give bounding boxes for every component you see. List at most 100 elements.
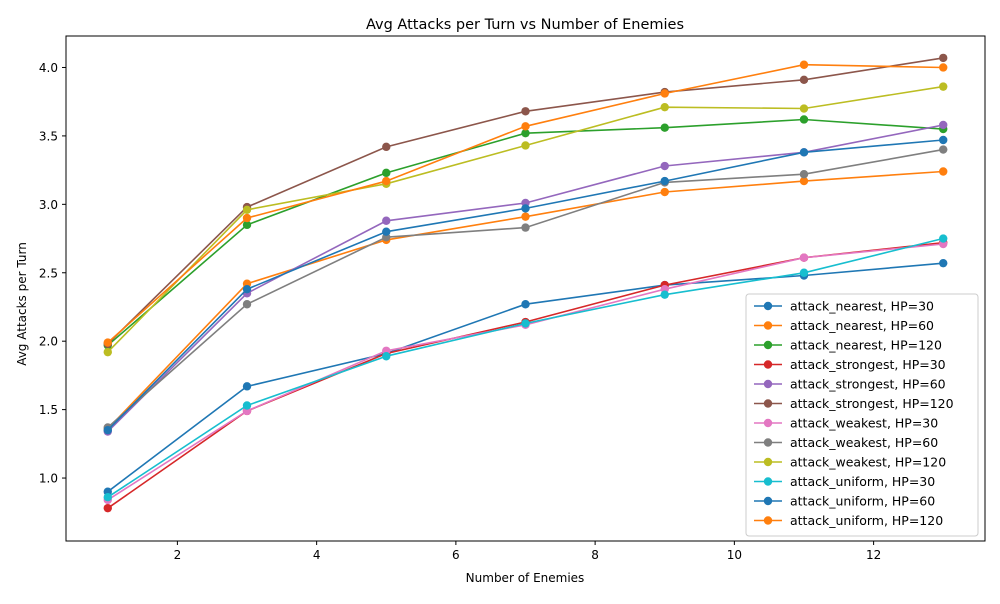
legend-box [745, 293, 979, 537]
data-point [939, 234, 948, 243]
series-11 [103, 135, 948, 435]
legend-marker [763, 340, 773, 350]
data-point [382, 216, 391, 225]
y-tick-label: 2.5 [39, 266, 58, 280]
data-point [939, 135, 948, 145]
legend-marker [763, 360, 773, 369]
data-point [799, 253, 809, 262]
data-point [521, 122, 530, 131]
data-point [660, 89, 669, 98]
x-axis: 2 4 6 8 10 12 [174, 541, 881, 562]
legend-label: attack_nearest, HP=60 [790, 318, 934, 333]
data-point [799, 115, 809, 124]
x-tick-label: 10 [727, 548, 742, 562]
data-point [382, 168, 391, 178]
legend-marker [763, 379, 773, 389]
data-point [660, 187, 669, 197]
data-point [521, 141, 530, 150]
data-point [242, 220, 252, 230]
data-point [521, 204, 530, 213]
data-point [242, 284, 252, 294]
x-tick-label: 2 [174, 548, 182, 562]
data-point [382, 176, 391, 186]
data-point [103, 338, 112, 347]
legend-marker [763, 477, 773, 486]
data-point [799, 268, 809, 277]
y-tick-label: 4.0 [39, 61, 58, 75]
data-point [242, 205, 252, 215]
x-tick-label: 6 [452, 548, 460, 562]
y-tick-label: 3.0 [39, 198, 58, 212]
legend-label: attack_strongest, HP=60 [790, 377, 946, 392]
data-point [103, 503, 112, 513]
data-point [939, 167, 948, 176]
data-point [939, 120, 948, 130]
legend-marker [763, 399, 773, 408]
legend-label: attack_uniform, HP=30 [790, 474, 935, 489]
legend-marker [763, 457, 773, 467]
data-point [382, 142, 391, 152]
legend-item: attack_nearest, HP=120 [754, 338, 942, 353]
legend-label: attack_strongest, HP=30 [790, 357, 946, 372]
legend-item: attack_nearest, HP=60 [754, 318, 934, 333]
data-point [939, 53, 948, 63]
data-point [521, 107, 530, 116]
legend: attack_nearest, HP=30 attack_nearest, HP=… [745, 293, 979, 537]
data-point [521, 128, 530, 138]
data-point [521, 319, 530, 328]
series-10 [103, 234, 948, 502]
legend-marker [763, 418, 773, 428]
legend-item: attack_uniform, HP=60 [754, 494, 935, 509]
y-axis: 1.0 1.5 2.0 2.5 3.0 3.5 4.0 [39, 61, 66, 486]
series-12 [103, 60, 948, 347]
data-point [939, 258, 948, 268]
data-point [660, 176, 669, 186]
chart-title: Avg Attacks per Turn vs Number of Enemie… [366, 17, 684, 33]
data-point [939, 145, 948, 154]
data-point [521, 223, 530, 232]
data-point [799, 104, 809, 113]
legend-item: attack_nearest, HP=30 [754, 299, 934, 314]
legend-item: attack_strongest, HP=60 [754, 377, 946, 392]
legend-marker [763, 516, 773, 525]
data-point [939, 63, 948, 72]
legend-marker [763, 496, 773, 506]
data-point [103, 347, 112, 357]
data-point [939, 82, 948, 91]
data-point [242, 382, 252, 391]
series-layer [103, 53, 948, 513]
legend-item: attack_weakest, HP=30 [754, 416, 938, 431]
y-tick-label: 3.5 [39, 129, 58, 143]
data-point [660, 102, 669, 112]
legend-item: attack_uniform, HP=120 [754, 513, 943, 528]
legend-label: attack_uniform, HP=60 [790, 494, 935, 509]
data-point [242, 213, 252, 223]
legend-item: attack_weakest, HP=60 [754, 435, 938, 450]
data-point [799, 75, 809, 84]
x-tick-label: 8 [591, 548, 599, 562]
legend-item: attack_uniform, HP=30 [754, 474, 935, 489]
legend-label: attack_nearest, HP=30 [790, 299, 934, 314]
legend-label: attack_weakest, HP=30 [790, 416, 938, 431]
y-tick-label: 1.0 [39, 472, 58, 486]
data-point [521, 300, 530, 309]
legend-label: attack_weakest, HP=120 [790, 455, 946, 470]
y-tick-label: 2.0 [39, 335, 58, 349]
data-point [660, 290, 669, 299]
legend-marker [763, 301, 773, 311]
data-point [799, 148, 809, 157]
data-point [103, 425, 112, 435]
data-point [799, 176, 809, 186]
y-axis-label: Avg Attacks per Turn [15, 242, 29, 366]
data-point [799, 170, 809, 179]
legend-label: attack_strongest, HP=120 [790, 396, 954, 411]
data-point [242, 300, 252, 309]
axes-frame [65, 35, 986, 542]
legend-label: attack_nearest, HP=120 [790, 338, 942, 353]
x-tick-label: 4 [313, 548, 321, 562]
data-point [242, 401, 252, 410]
legend-marker [763, 438, 773, 447]
data-point [521, 212, 530, 221]
